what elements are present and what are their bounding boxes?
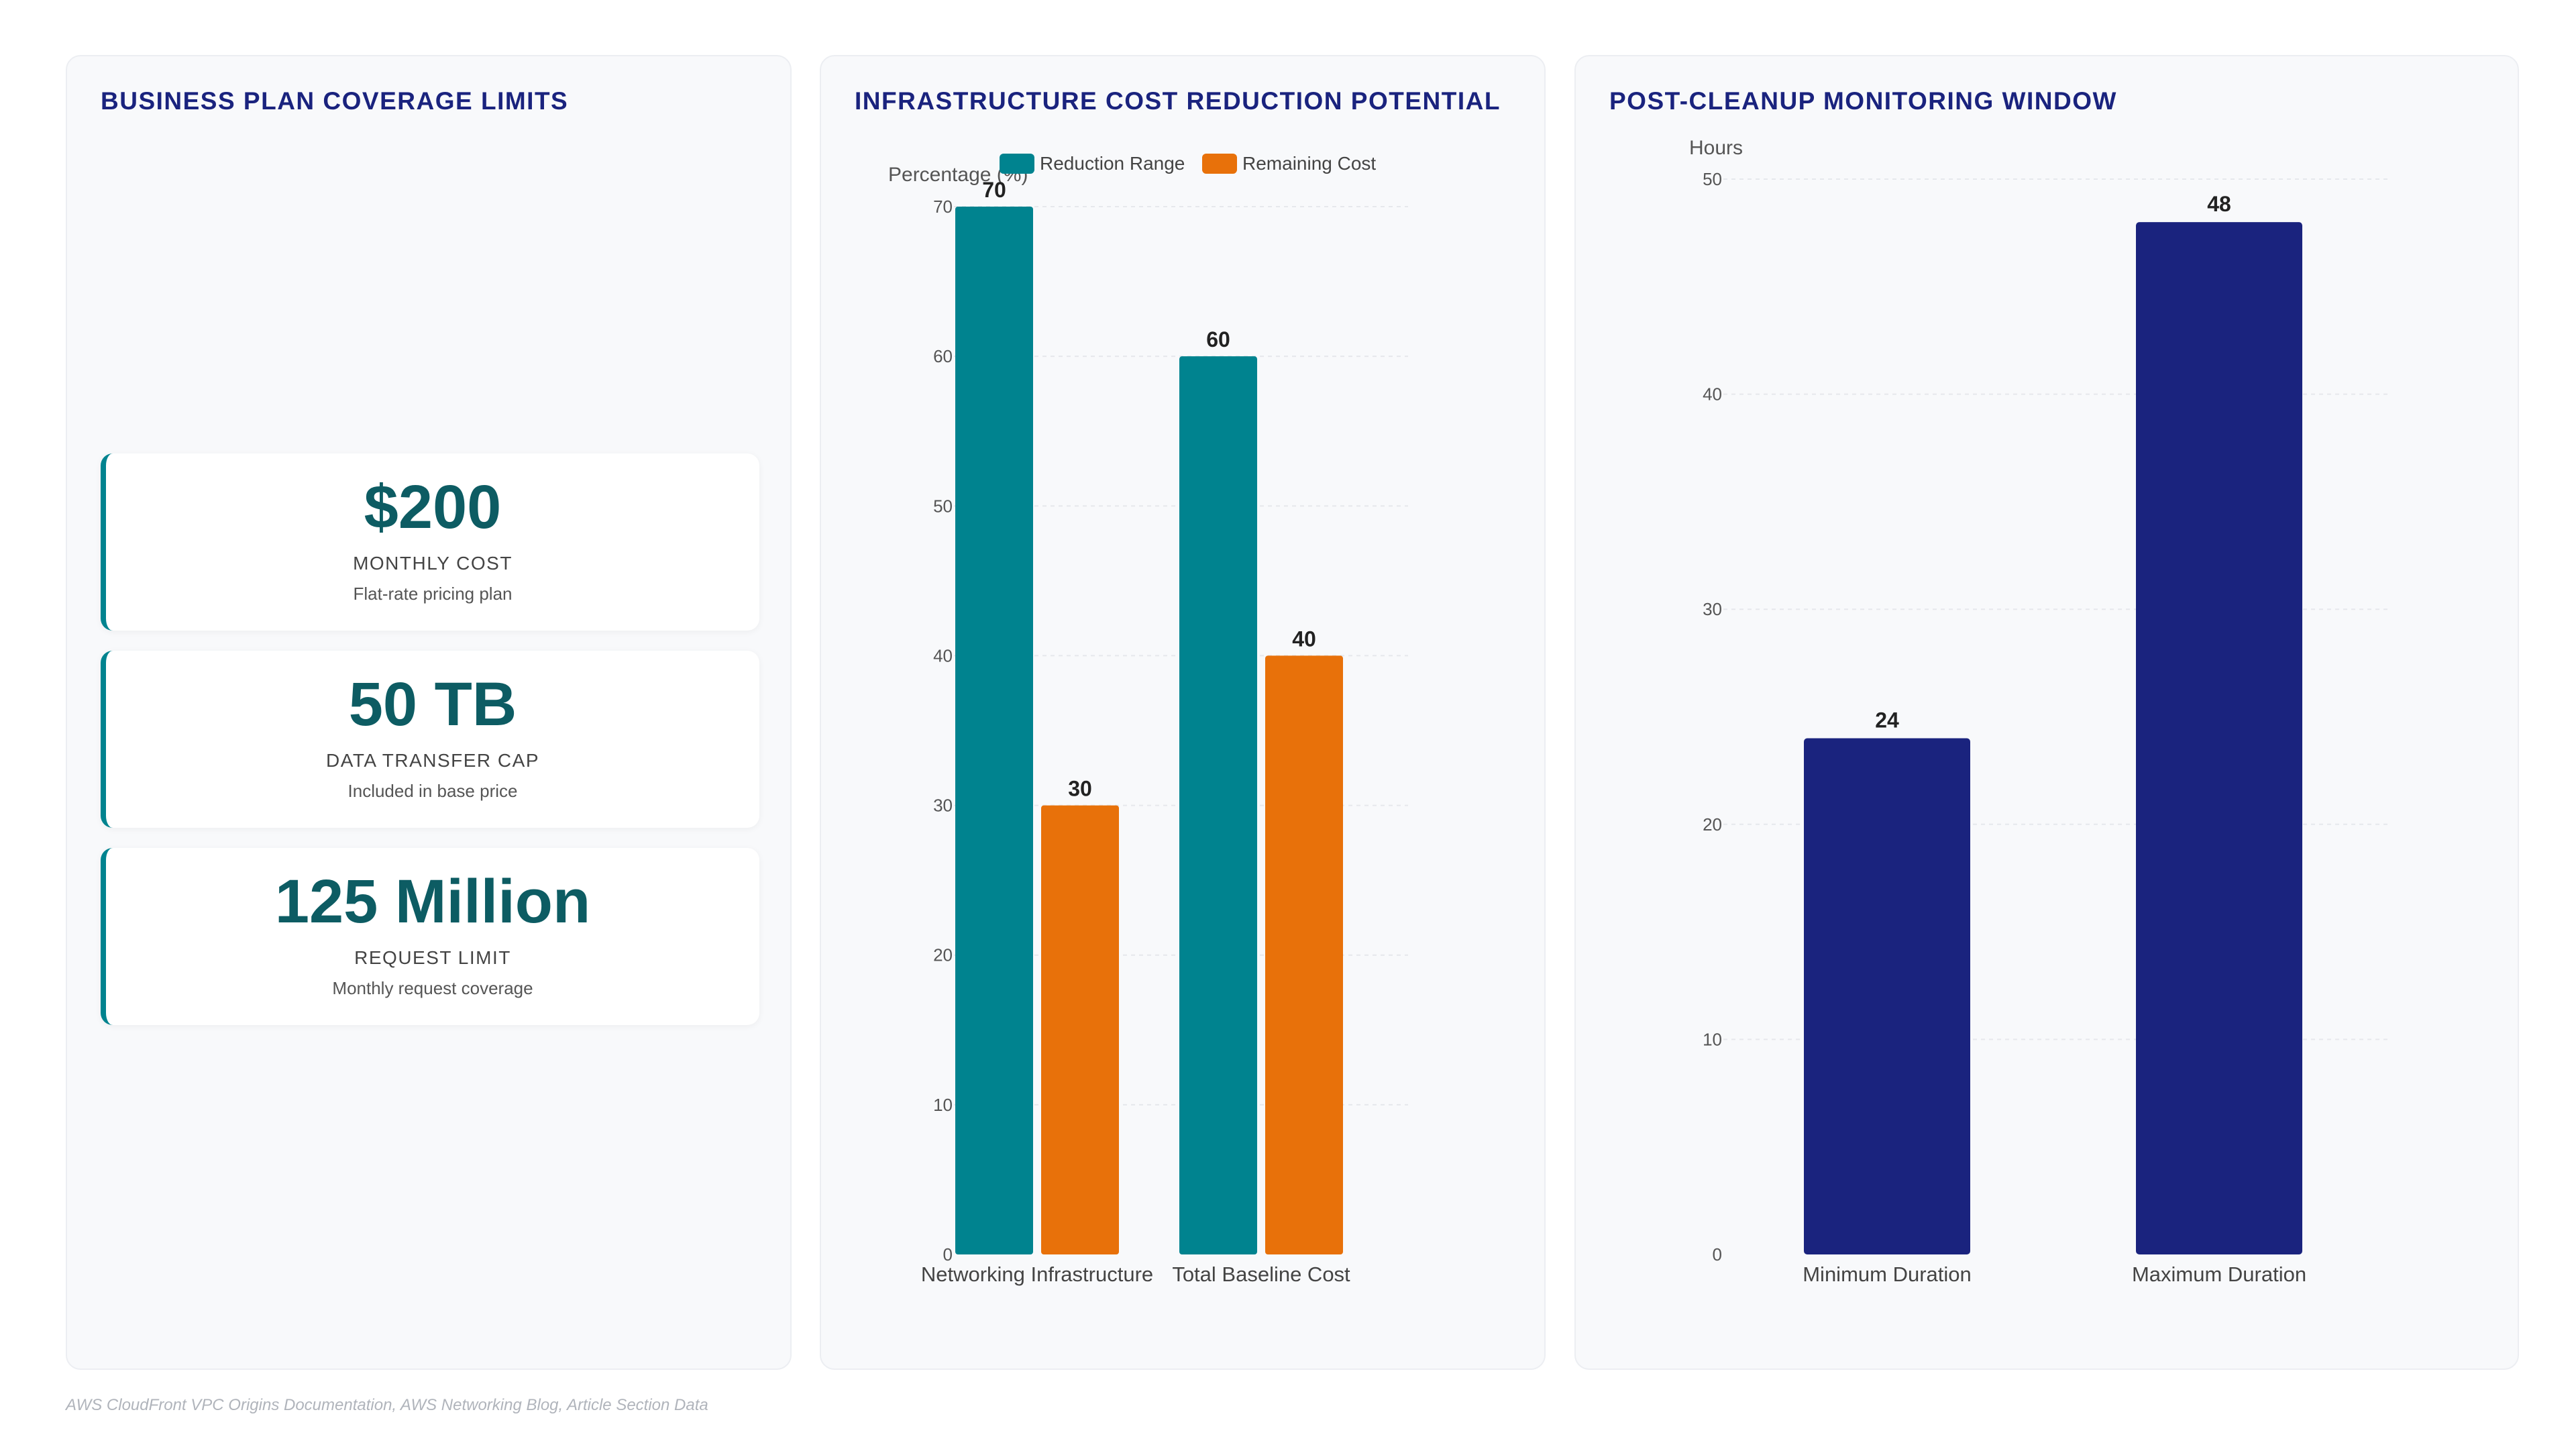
monitoring-window-chart: 0 10 20 30 40 50 Hours 24 Minimum Duration 48 Maxi… bbox=[1689, 137, 2390, 1286]
legend-swatch-remaining-cost bbox=[1202, 154, 1237, 174]
kpi-label: DATA TRANSFER CAP bbox=[326, 750, 539, 771]
monitoring-window-panel: POST-CLEANUP MONITORING WINDOW 0 10 20 30 40… bbox=[1574, 55, 2519, 1370]
monitoring-window-title: POST-CLEANUP MONITORING WINDOW bbox=[1609, 87, 2117, 115]
kpi-value: $200 bbox=[364, 473, 502, 541]
data-label: 30 bbox=[1068, 777, 1092, 801]
source-citation: AWS CloudFront VPC Origins Documentation… bbox=[66, 1396, 708, 1414]
y-tick-label: 0 bbox=[943, 1244, 953, 1265]
data-label: 60 bbox=[1206, 327, 1230, 352]
y-axis-title: Hours bbox=[1689, 137, 1743, 159]
data-label: 48 bbox=[2207, 192, 2231, 216]
bar-remaining-cost-total-baseline-cost bbox=[1265, 655, 1343, 1254]
bar-maximum-duration bbox=[2136, 222, 2302, 1254]
y-tick-label: 0 bbox=[1713, 1244, 1722, 1265]
y-tick-label: 10 bbox=[933, 1095, 953, 1115]
y-tick-label: 50 bbox=[933, 496, 953, 516]
y-tick-label: 40 bbox=[1703, 384, 1722, 405]
y-tick-label: 20 bbox=[1703, 814, 1722, 835]
kpi-label: MONTHLY COST bbox=[353, 553, 513, 574]
bar-minimum-duration bbox=[1804, 738, 1970, 1254]
x-category-label: Total Baseline Cost bbox=[1172, 1263, 1350, 1286]
x-category-label: Minimum Duration bbox=[1803, 1263, 1972, 1286]
y-tick-label: 70 bbox=[933, 197, 953, 217]
y-tick-label: 20 bbox=[933, 945, 953, 965]
x-category-label: Networking Infrastructure bbox=[921, 1263, 1153, 1286]
legend-swatch-reduction-range bbox=[1000, 154, 1034, 174]
coverage-panel: BUSINESS PLAN COVERAGE LIMITS $200 MONTH… bbox=[66, 55, 792, 1370]
data-label: 40 bbox=[1292, 627, 1316, 651]
kpi-value: 50 TB bbox=[348, 670, 517, 739]
data-label: 70 bbox=[982, 178, 1006, 202]
bar-reduction-range-total-baseline-cost bbox=[1179, 356, 1257, 1254]
kpi-label: REQUEST LIMIT bbox=[354, 947, 511, 968]
x-category-label: Maximum Duration bbox=[2132, 1263, 2306, 1286]
kpi-subtitle: Flat-rate pricing plan bbox=[353, 584, 513, 604]
legend-label: Reduction Range bbox=[1040, 153, 1185, 174]
coverage-title: BUSINESS PLAN COVERAGE LIMITS bbox=[101, 87, 569, 115]
data-label: 24 bbox=[1875, 708, 1899, 733]
kpi-subtitle: Included in base price bbox=[347, 781, 518, 801]
y-tick-label: 60 bbox=[933, 346, 953, 366]
y-tick-label: 10 bbox=[1703, 1029, 1722, 1049]
bar-reduction-range-networking-infrastructure bbox=[955, 207, 1033, 1254]
y-tick-label: 50 bbox=[1703, 169, 1722, 189]
y-tick-label: 30 bbox=[1703, 599, 1722, 619]
kpi-card-monthly-cost: $200 MONTHLY COST Flat-rate pricing plan bbox=[101, 453, 759, 631]
kpi-card-data-transfer: 50 TB DATA TRANSFER CAP Included in base… bbox=[101, 651, 759, 828]
kpi-value: 125 Million bbox=[274, 867, 591, 936]
bar-remaining-cost-networking-infrastructure bbox=[1041, 805, 1119, 1254]
cost-reduction-panel: INFRASTRUCTURE COST REDUCTION POTENTIAL … bbox=[820, 55, 1546, 1370]
kpi-subtitle: Monthly request coverage bbox=[332, 978, 533, 998]
y-tick-label: 40 bbox=[933, 645, 953, 665]
cost-reduction-title: INFRASTRUCTURE COST REDUCTION POTENTIAL bbox=[855, 87, 1501, 115]
legend-label: Remaining Cost bbox=[1242, 153, 1376, 174]
kpi-card-request-limit: 125 Million REQUEST LIMIT Monthly reques… bbox=[101, 848, 759, 1025]
y-tick-label: 30 bbox=[933, 796, 953, 816]
